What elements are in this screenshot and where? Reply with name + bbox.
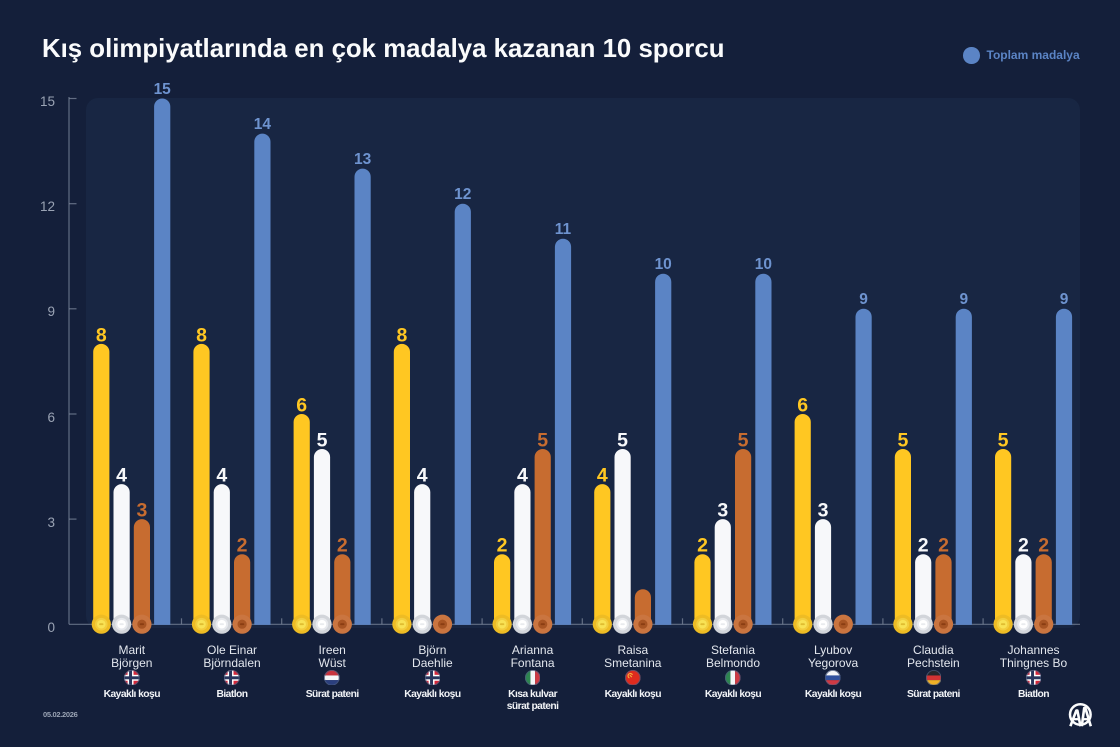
svg-text:3: 3 bbox=[136, 500, 147, 522]
svg-text:8: 8 bbox=[196, 324, 207, 346]
svg-text:14: 14 bbox=[254, 116, 272, 133]
svg-text:10: 10 bbox=[755, 256, 772, 273]
svg-text:5: 5 bbox=[317, 429, 328, 451]
svg-text:6: 6 bbox=[797, 394, 808, 416]
svg-text:2: 2 bbox=[1018, 535, 1029, 557]
svg-text:9: 9 bbox=[1060, 291, 1069, 308]
svg-text:5: 5 bbox=[537, 429, 548, 451]
svg-text:13: 13 bbox=[354, 151, 372, 168]
svg-text:2: 2 bbox=[1038, 535, 1049, 557]
svg-text:2: 2 bbox=[697, 535, 708, 557]
svg-text:11: 11 bbox=[555, 221, 572, 238]
svg-text:2: 2 bbox=[918, 535, 929, 557]
svg-text:2: 2 bbox=[938, 535, 949, 557]
svg-text:4: 4 bbox=[216, 465, 227, 487]
svg-text:2: 2 bbox=[497, 535, 508, 557]
svg-text:6: 6 bbox=[296, 394, 307, 416]
svg-text:9: 9 bbox=[959, 291, 968, 308]
svg-text:4: 4 bbox=[597, 465, 608, 487]
svg-text:5: 5 bbox=[998, 429, 1009, 451]
svg-text:2: 2 bbox=[237, 535, 248, 557]
svg-text:3: 3 bbox=[818, 500, 829, 522]
svg-text:12: 12 bbox=[454, 186, 471, 203]
svg-text:8: 8 bbox=[396, 324, 407, 346]
svg-text:2: 2 bbox=[337, 535, 348, 557]
svg-text:3: 3 bbox=[717, 500, 728, 522]
svg-text:4: 4 bbox=[517, 465, 528, 487]
svg-text:8: 8 bbox=[96, 324, 107, 346]
svg-text:4: 4 bbox=[116, 465, 127, 487]
svg-text:9: 9 bbox=[859, 291, 868, 308]
svg-text:5: 5 bbox=[617, 429, 628, 451]
svg-text:15: 15 bbox=[154, 81, 172, 98]
svg-text:5: 5 bbox=[897, 429, 908, 451]
svg-text:4: 4 bbox=[417, 465, 428, 487]
svg-text:5: 5 bbox=[738, 429, 749, 451]
svg-text:10: 10 bbox=[655, 256, 672, 273]
